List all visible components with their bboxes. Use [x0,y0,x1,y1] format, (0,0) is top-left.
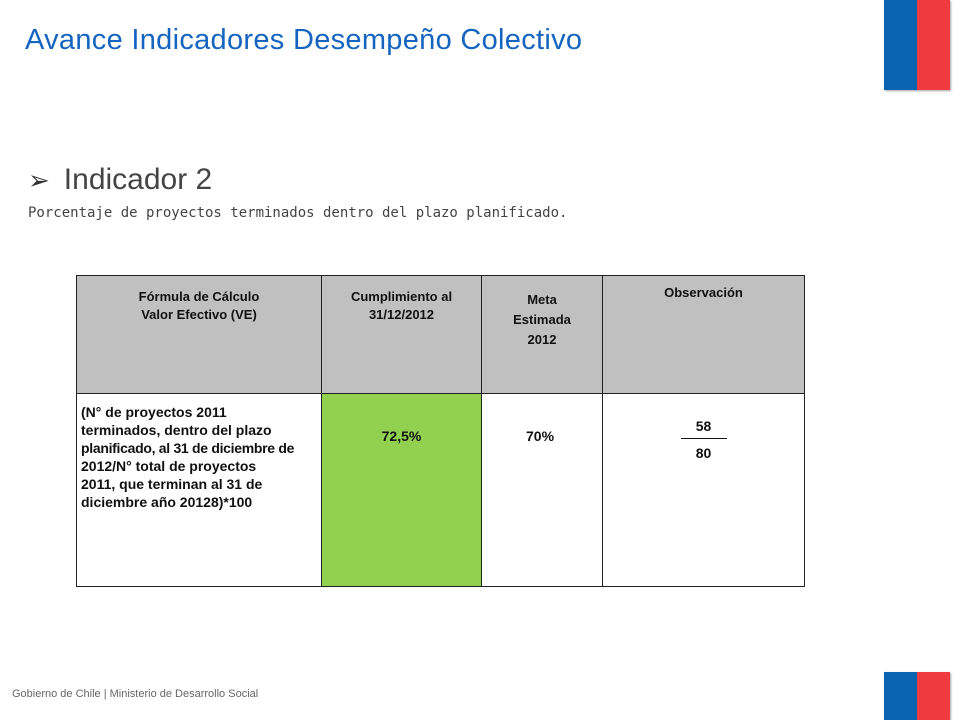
header-meta: Meta Estimada 2012 [481,275,603,394]
flag-red-stripe [917,0,950,90]
header-observacion: Observación [602,275,805,394]
formula-line: 2012/N° total de proyectos [81,458,257,474]
observacion-cell: 58 80 [602,393,805,587]
indicator-description: Porcentaje de proyectos terminados dentr… [28,205,568,221]
indicator-heading-text: Indicador 2 [63,163,213,196]
table-header-row: Fórmula de Cálculo Valor Efectivo (VE) C… [76,275,805,394]
formula-line: (N° de proyectos 2011 [81,404,227,420]
chile-flag-stripe-icon [884,0,950,90]
fraction-denominator: 80 [695,445,712,461]
header-cumplimiento-line: Cumplimiento al [350,289,453,304]
slide-title: Avance Indicadores Desempeño Colectivo [25,24,583,56]
flag-blue-stripe [884,672,917,720]
flag-red-stripe [917,672,950,720]
cumplimiento-cell: 72,5% [321,393,482,587]
observacion-fraction: 58 80 [680,418,727,461]
header-formula-line: Valor Efectivo (VE) [141,307,257,322]
meta-cell: 70% [481,393,603,587]
formula-line: diciembre año 20128)*100 [81,494,253,510]
fraction-bar [680,438,727,439]
header-formula: Fórmula de Cálculo Valor Efectivo (VE) [76,275,322,394]
header-meta-line: 2012 [527,332,557,347]
table-row: (N° de proyectos 2011 terminados, dentro… [76,393,805,587]
indicator-heading: ➢ Indicador 2 [28,163,212,197]
header-meta-line: Meta [527,292,557,307]
flag-blue-stripe [884,0,917,90]
header-meta-line: Estimada [513,312,571,327]
footer-text: Gobierno de Chile | Ministerio de Desarr… [12,688,259,700]
chile-flag-stripe-icon [884,672,950,720]
header-cumplimiento: Cumplimiento al 31/12/2012 [321,275,482,394]
formula-line: terminados, dentro del plazo [81,422,272,438]
formula-line: 2011, que terminan al 31 de [81,476,263,492]
header-formula-line: Fórmula de Cálculo [138,289,260,304]
fraction-numerator: 58 [695,418,712,434]
header-cumplimiento-line: 31/12/2012 [368,307,435,322]
formula-cell: (N° de proyectos 2011 terminados, dentro… [76,393,322,587]
indicator-table: Fórmula de Cálculo Valor Efectivo (VE) C… [76,275,805,587]
arrow-bullet-icon: ➢ [28,164,50,195]
formula-line: planificado, al 31 de diciembre de [81,440,295,456]
